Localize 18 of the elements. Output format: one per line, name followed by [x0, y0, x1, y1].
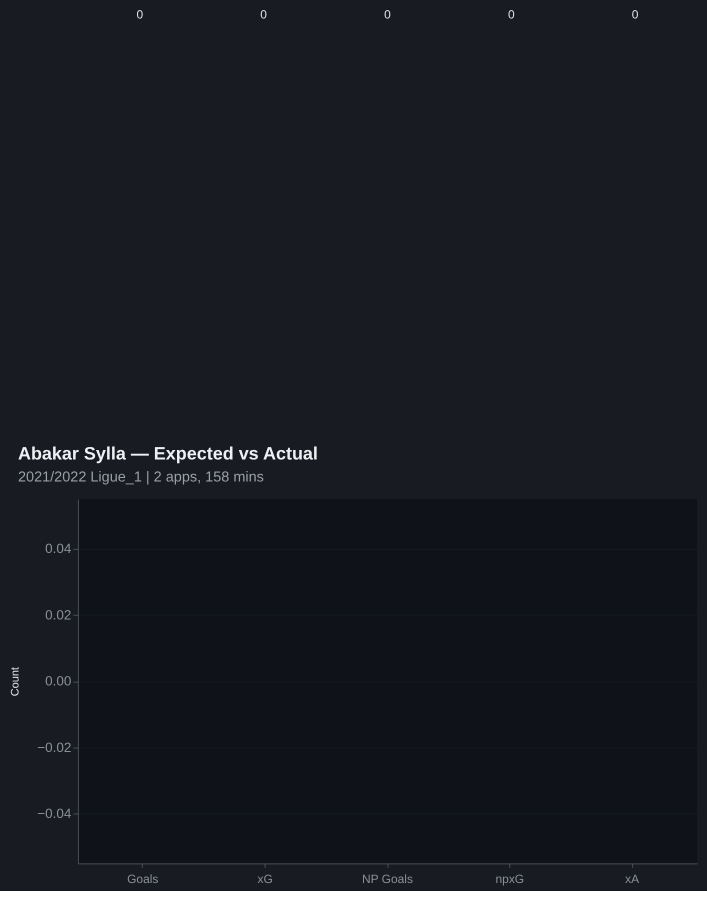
- y-tick-label: 0.00: [45, 674, 72, 689]
- x-tick-label: npxG: [496, 872, 524, 886]
- chart-subtitle: 2021/2022 Ligue_1 | 2 apps, 158 mins: [18, 469, 264, 486]
- y-axis-title: Count: [9, 667, 22, 696]
- y-tick-label: −0.02: [37, 740, 72, 755]
- x-tick-label: xG: [257, 872, 273, 886]
- data-label: 0: [260, 8, 268, 22]
- data-label: 0: [508, 8, 515, 22]
- y-tick-label: 0.04: [45, 541, 72, 556]
- data-label: 0: [632, 8, 639, 22]
- x-tick-label: Goals: [127, 872, 158, 886]
- y-tick-label: −0.04: [37, 806, 72, 822]
- data-label: 0: [136, 8, 144, 22]
- chart-title: Abakar Sylla — Expected vs Actual: [18, 443, 318, 464]
- x-tick-label: NP Goals: [362, 872, 413, 886]
- x-tick-label: xA: [625, 872, 640, 886]
- data-label: 0: [384, 8, 392, 22]
- y-tick-label: 0.02: [45, 607, 72, 622]
